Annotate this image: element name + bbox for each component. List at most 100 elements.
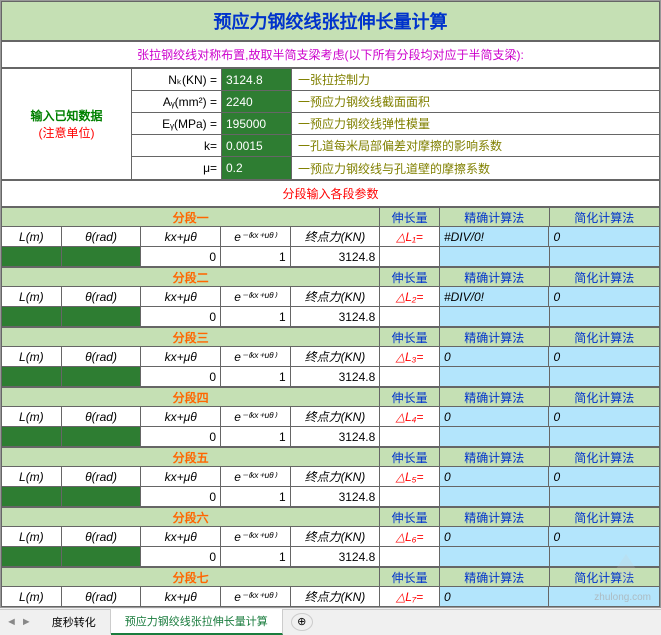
col-precise: 精确计算法 [440, 448, 550, 466]
exp-cell[interactable]: 1 [221, 307, 291, 326]
col-theta: θ(rad) [62, 407, 142, 426]
input-value-cell[interactable]: 2240 [222, 91, 292, 112]
col-simple: 简化计算法 [550, 268, 660, 286]
col-kxmu: kx+μθ [141, 227, 221, 246]
col-simple: 简化计算法 [550, 328, 660, 346]
input-key: Nₖ(KN) = [132, 69, 222, 90]
length-cell[interactable] [2, 247, 62, 266]
exp-cell[interactable]: 1 [221, 487, 291, 506]
precise-value[interactable]: 0 [440, 467, 550, 486]
segment-title: 分段一 [2, 208, 380, 226]
col-precise: 精确计算法 [440, 208, 550, 226]
length-cell[interactable] [2, 367, 62, 386]
input-section: 输入已知数据 (注意单位) Nₖ(KN) = 3124.8 一张拉控制力 Aᵧ(… [1, 68, 660, 180]
theta-cell[interactable] [62, 367, 142, 386]
endforce-cell[interactable]: 3124.8 [291, 307, 381, 326]
simple-value[interactable]: 0 [549, 287, 659, 306]
exp-cell[interactable]: 1 [221, 427, 291, 446]
theta-cell[interactable] [62, 487, 142, 506]
kxmu-cell[interactable]: 0 [141, 487, 221, 506]
simple-value[interactable]: 0 [549, 227, 659, 246]
segment: 分段二 伸长量 精确计算法 简化计算法 L(m) θ(rad) kx+μθ e⁻… [1, 267, 660, 327]
endforce-cell[interactable]: 3124.8 [291, 547, 381, 566]
input-desc: 一预应力钢绞线与孔道壁的摩擦系数 [292, 157, 659, 179]
length-cell[interactable] [2, 487, 62, 506]
col-elongation: 伸长量 [380, 568, 440, 586]
input-value-cell[interactable]: 195000 [222, 113, 292, 134]
length-cell[interactable] [2, 307, 62, 326]
endforce-cell[interactable]: 3124.8 [291, 367, 381, 386]
add-sheet-icon[interactable]: ⊕ [291, 613, 313, 631]
precise-value[interactable]: 0 [440, 587, 550, 606]
col-exp: e⁻⁽ᵏˣ⁺ᵘᶿ⁾ [221, 527, 291, 546]
segment: 分段四 伸长量 精确计算法 简化计算法 L(m) θ(rad) kx+μθ e⁻… [1, 387, 660, 447]
input-value-cell[interactable]: 0.0015 [222, 135, 292, 156]
input-key: k= [132, 135, 222, 156]
endforce-cell[interactable]: 3124.8 [291, 487, 381, 506]
col-exp: e⁻⁽ᵏˣ⁺ᵘᶿ⁾ [221, 467, 291, 486]
tab-degree-convert[interactable]: 度秒转化 [38, 610, 111, 634]
tab-elongation-calc[interactable]: 预应力钢绞线张拉伸长量计算 [111, 609, 283, 635]
col-exp: e⁻⁽ᵏˣ⁺ᵘᶿ⁾ [221, 227, 291, 246]
col-theta: θ(rad) [62, 467, 142, 486]
col-precise: 精确计算法 [440, 568, 550, 586]
theta-cell[interactable] [62, 427, 142, 446]
tab-prev-icon[interactable]: ◄ [6, 616, 17, 628]
endforce-cell[interactable]: 3124.8 [291, 247, 381, 266]
col-kxmu: kx+μθ [141, 587, 221, 606]
simple-value[interactable]: 0 [549, 527, 659, 546]
col-theta: θ(rad) [62, 527, 142, 546]
precise-value[interactable]: 0 [440, 527, 550, 546]
segment-title: 分段三 [2, 328, 380, 346]
delta-label: △L₁= [380, 227, 440, 246]
precise-value[interactable]: #DIV/0! [440, 227, 550, 246]
col-length: L(m) [2, 467, 62, 486]
endforce-cell[interactable]: 3124.8 [291, 427, 381, 446]
col-exp: e⁻⁽ᵏˣ⁺ᵘᶿ⁾ [221, 287, 291, 306]
watermark: zhulong.com [594, 549, 651, 603]
kxmu-cell[interactable]: 0 [141, 427, 221, 446]
simple-value[interactable]: 0 [549, 407, 659, 426]
col-exp: e⁻⁽ᵏˣ⁺ᵘᶿ⁾ [221, 407, 291, 426]
col-length: L(m) [2, 587, 62, 606]
simple-value[interactable]: 0 [549, 467, 659, 486]
col-theta: θ(rad) [62, 287, 142, 306]
col-length: L(m) [2, 407, 62, 426]
simple-value[interactable]: 0 [549, 347, 659, 366]
exp-cell[interactable]: 1 [221, 367, 291, 386]
exp-cell[interactable]: 1 [221, 547, 291, 566]
col-endforce: 终点力(KN) [291, 407, 381, 426]
length-cell[interactable] [2, 427, 62, 446]
exp-cell[interactable]: 1 [221, 247, 291, 266]
precise-value[interactable]: 0 [440, 347, 550, 366]
kxmu-cell[interactable]: 0 [141, 247, 221, 266]
input-desc: 一孔道每米局部偏差对摩擦的影响系数 [292, 135, 659, 156]
theta-cell[interactable] [62, 547, 142, 566]
input-row: Aᵧ(mm²) = 2240 一预应力钢绞线截面面积 [132, 91, 659, 113]
segment-title: 分段六 [2, 508, 380, 526]
col-simple: 简化计算法 [550, 448, 660, 466]
kxmu-cell[interactable]: 0 [141, 547, 221, 566]
col-endforce: 终点力(KN) [291, 287, 381, 306]
theta-cell[interactable] [62, 307, 142, 326]
delta-label: △L₅= [380, 467, 440, 486]
tab-next-icon[interactable]: ► [21, 616, 32, 628]
segment: 分段七 伸长量 精确计算法 简化计算法 L(m) θ(rad) kx+μθ e⁻… [1, 567, 660, 607]
col-length: L(m) [2, 287, 62, 306]
kxmu-cell[interactable]: 0 [141, 307, 221, 326]
theta-cell[interactable] [62, 247, 142, 266]
delta-label: △L₂= [380, 287, 440, 306]
length-cell[interactable] [2, 547, 62, 566]
input-value-cell[interactable]: 0.2 [222, 157, 292, 179]
col-theta: θ(rad) [62, 587, 142, 606]
input-value-cell[interactable]: 3124.8 [222, 69, 292, 90]
kxmu-cell[interactable]: 0 [141, 367, 221, 386]
precise-value[interactable]: 0 [440, 407, 550, 426]
col-simple: 简化计算法 [550, 388, 660, 406]
col-precise: 精确计算法 [440, 388, 550, 406]
input-label: 输入已知数据 (注意单位) [2, 69, 132, 179]
col-kxmu: kx+μθ [141, 527, 221, 546]
col-endforce: 终点力(KN) [291, 467, 381, 486]
page-title: 预应力钢绞线张拉伸长量计算 [1, 1, 660, 41]
precise-value[interactable]: #DIV/0! [440, 287, 550, 306]
